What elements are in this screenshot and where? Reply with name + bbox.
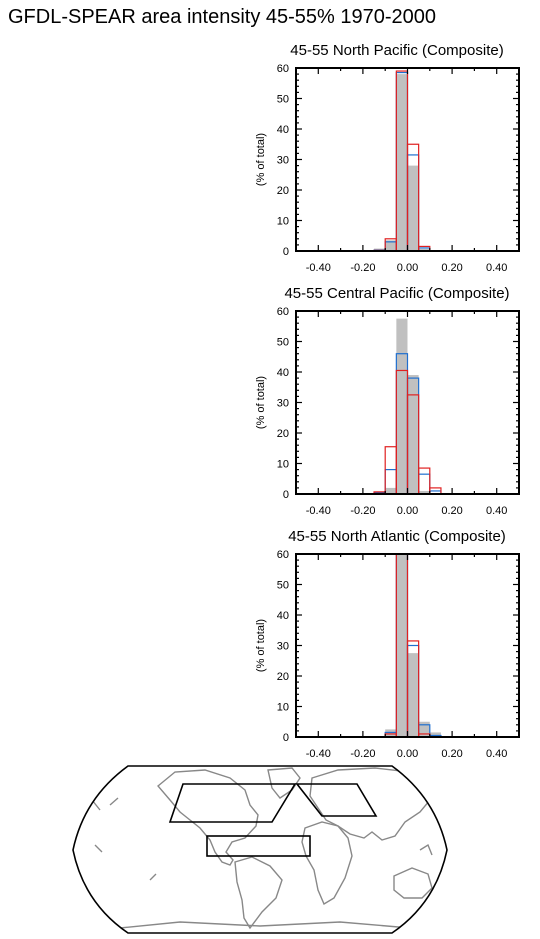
north-atlantic-gray-bar-5 [429,732,441,737]
north-atlantic-ytick-label: 10 [277,702,289,714]
central-pacific-ytick-label: 40 [277,367,289,379]
north-atlantic-gray-bar-3 [407,653,419,737]
region-box-north-atlantic [295,783,378,817]
north-pacific-ylabel: (% of total) [255,133,267,186]
north-atlantic-xtick-label: -0.20 [350,748,375,760]
north-pacific-ytick-label: 0 [283,246,289,258]
panel-north-pacific: 0 10 20 30 40 50 60 -0.40 -0.20 0.00 0.20 0.40 (% of… [255,63,520,274]
north-atlantic-xtick-label: 0.00 [397,748,418,760]
north-pacific-ytick-label: 50 [277,94,289,106]
central-pacific-ytick-label: 60 [277,306,289,318]
north-atlantic-ytick-label: 60 [277,549,289,561]
page-title: GFDL-SPEAR area intensity 45-55% 1970-20… [8,6,437,28]
central-pacific-xtick-label: -0.20 [350,505,375,517]
north-pacific-xtick-label: -0.40 [306,262,331,274]
north-atlantic-gray-bar-1 [385,729,397,737]
north-pacific-xtick-label: 0.00 [397,262,418,274]
central-pacific-ytick-label: 20 [277,428,289,440]
panel-title-north-atlantic: 45-55 North Atlantic (Composite) [288,528,506,545]
central-pacific-gray-bar-4 [418,490,430,494]
central-pacific-ytick-label: 10 [277,459,289,471]
central-pacific-gray-bar-1 [385,487,397,494]
central-pacific-xtick-label: -0.40 [306,505,331,517]
north-atlantic-gray-bar-4 [418,721,430,737]
central-pacific-ytick-label: 50 [277,337,289,349]
north-atlantic-xtick-label: 0.20 [441,748,462,760]
north-atlantic-ytick-label: 30 [277,641,289,653]
north-atlantic-ylabel: (% of total) [255,619,267,672]
central-pacific-ytick-label: 30 [277,398,289,410]
north-pacific-ytick-label: 60 [277,63,289,75]
north-pacific-ytick-label: 10 [277,216,289,228]
central-pacific-gray-bar-2 [396,318,408,494]
north-atlantic-xtick-label: -0.40 [306,748,331,760]
histogram-panels: 0 10 20 30 40 50 60 -0.40 -0.20 0.00 0.20 0.40 (% of… [255,63,520,760]
north-atlantic-xtick-label: 0.40 [486,748,507,760]
north-pacific-xtick-label: 0.20 [441,262,462,274]
north-pacific-ytick-label: 30 [277,155,289,167]
map-coastlines [91,767,433,930]
north-atlantic-ytick-label: 0 [283,732,289,744]
central-pacific-ytick-label: 0 [283,489,289,501]
north-pacific-ytick-label: 40 [277,124,289,136]
north-atlantic-gray-bar-2 [396,554,408,737]
north-pacific-gray-bar-4 [418,248,430,251]
region-box-north-pacific [168,783,297,823]
north-pacific-xtick-label: -0.20 [350,262,375,274]
panel-north-atlantic: 0 10 20 30 40 50 60 -0.40 -0.20 0.00 0.20 0.40 (% of… [255,549,520,760]
central-pacific-xtick-label: 0.40 [486,505,507,517]
region-box-central-pacific [206,835,311,857]
globe-outline [72,765,448,934]
central-pacific-ylabel: (% of total) [255,376,267,429]
central-pacific-xtick-label: 0.00 [397,505,418,517]
north-pacific-gray-bar-1 [385,240,397,251]
north-atlantic-ytick-label: 50 [277,580,289,592]
north-atlantic-ytick-label: 20 [277,671,289,683]
north-pacific-gray-bar-2 [396,74,408,251]
north-pacific-xtick-label: 0.40 [486,262,507,274]
panel-title-north-pacific: 45-55 North Pacific (Composite) [290,42,504,59]
north-pacific-gray-bar-3 [407,165,419,251]
north-pacific-ytick-label: 20 [277,185,289,197]
panel-central-pacific: 0 10 20 30 40 50 60 -0.40 -0.20 0.00 0.20 0.40 (% of… [255,306,520,517]
panel-title-central-pacific: 45-55 Central Pacific (Composite) [284,285,510,302]
central-pacific-xtick-label: 0.20 [441,505,462,517]
north-atlantic-ytick-label: 40 [277,610,289,622]
central-pacific-gray-bar-3 [407,375,419,494]
